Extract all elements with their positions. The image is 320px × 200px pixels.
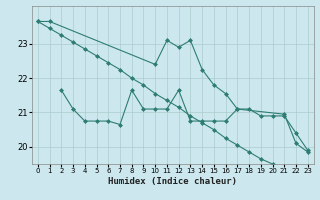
X-axis label: Humidex (Indice chaleur): Humidex (Indice chaleur): [108, 177, 237, 186]
